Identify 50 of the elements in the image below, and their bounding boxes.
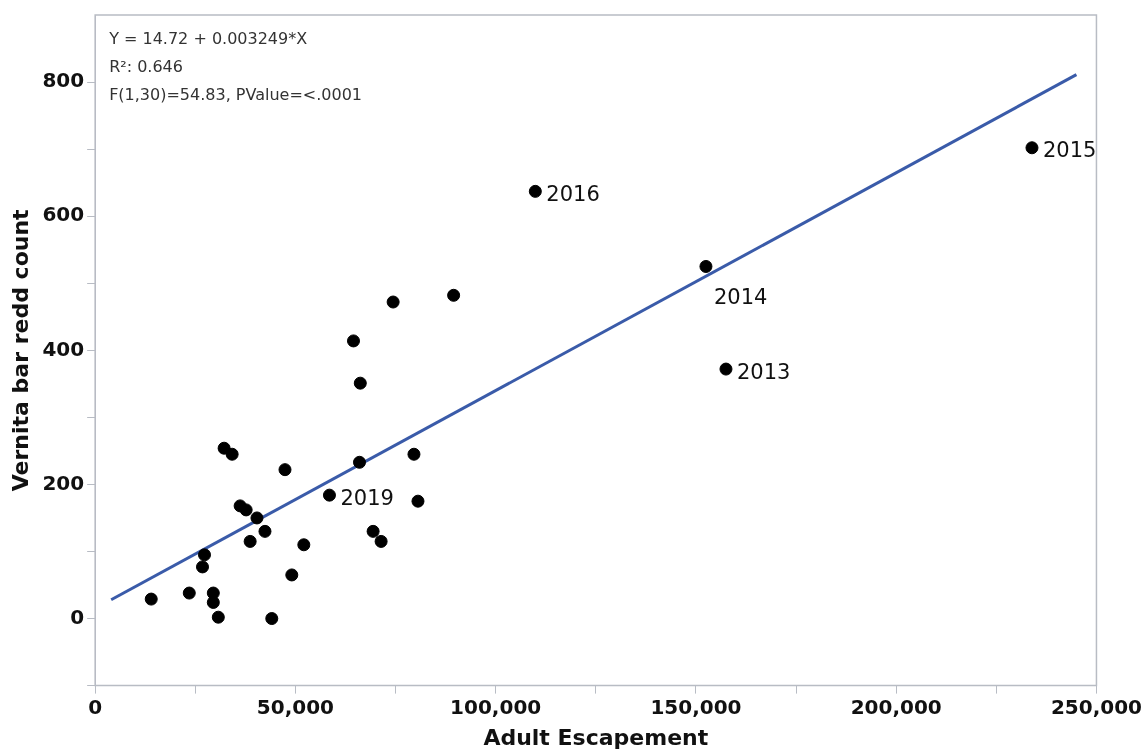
- x-tick-label: 0: [88, 694, 103, 719]
- x-tick-label: 250,000: [1050, 694, 1142, 719]
- y-tick-label: 0: [70, 604, 85, 629]
- point: [322, 488, 336, 502]
- annotation: 2019: [340, 485, 394, 510]
- x-axis-title: Adult Escapement: [483, 724, 709, 750]
- annotation: 2016: [546, 181, 600, 206]
- point: [297, 538, 311, 552]
- annotation: 2014: [713, 284, 768, 309]
- point: [182, 586, 196, 600]
- annotation: R²: 0.646: [109, 57, 183, 77]
- point: [285, 568, 299, 582]
- point: [195, 560, 209, 574]
- point: [353, 376, 367, 390]
- point: [211, 610, 225, 624]
- y-tick-label: 200: [42, 470, 85, 495]
- point: [366, 524, 380, 538]
- point: [197, 548, 211, 562]
- x-tick-label: 200,000: [850, 694, 942, 719]
- annotation: Y = 14.72 + 0.003249*X: [108, 29, 308, 49]
- point: [1025, 141, 1039, 155]
- point: [352, 455, 366, 469]
- point: [225, 447, 239, 461]
- annotation: F(1,30)=54.83, PValue=<.0001: [109, 85, 363, 105]
- point: [411, 494, 425, 508]
- y-tick-label: 600: [42, 202, 85, 227]
- point: [144, 592, 158, 606]
- point: [528, 184, 542, 198]
- y-tick-label: 400: [42, 336, 85, 361]
- point: [278, 463, 292, 477]
- y-axis-title: Vernita bar redd count: [7, 208, 33, 492]
- point: [447, 288, 461, 302]
- point: [258, 524, 272, 538]
- point: [699, 259, 713, 273]
- annotation: 2013: [736, 359, 791, 384]
- point: [265, 612, 279, 626]
- x-tick-label: 150,000: [650, 694, 742, 719]
- point: [206, 595, 220, 609]
- y-tick-label: 800: [42, 68, 85, 93]
- x-tick-label: 100,000: [450, 694, 542, 719]
- point: [386, 295, 400, 309]
- annotation: 2015: [1042, 138, 1097, 163]
- point: [407, 447, 421, 461]
- point: [250, 511, 264, 525]
- point: [719, 362, 733, 376]
- x-tick-label: 50,000: [256, 694, 334, 719]
- point: [346, 334, 360, 348]
- point: [239, 503, 253, 517]
- point: [374, 534, 388, 548]
- point: [243, 534, 257, 548]
